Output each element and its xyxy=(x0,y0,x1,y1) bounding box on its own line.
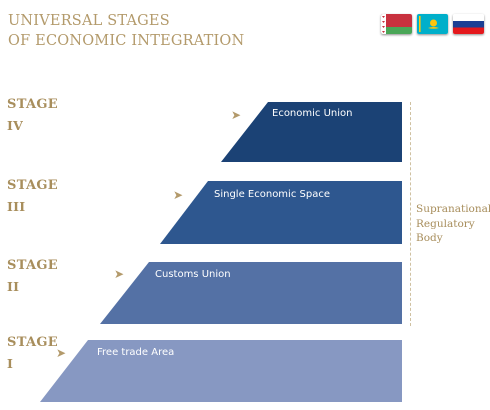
supranational-line-2: Regulatory xyxy=(416,217,475,230)
stage-4-label: STAGE IV xyxy=(7,94,58,136)
stage-1-word: STAGE xyxy=(7,335,58,350)
stage-4-word: STAGE xyxy=(7,97,58,112)
stage-2-label: STAGE II xyxy=(7,255,58,297)
supranational-line-3: Body xyxy=(416,232,443,244)
stage-3-band-label: Single Economic Space xyxy=(214,189,330,200)
diagram-title: UNIVERSAL STAGES OF ECONOMIC INTEGRATION xyxy=(8,11,244,51)
flag-group xyxy=(381,14,484,34)
title-line-2: OF ECONOMIC INTEGRATION xyxy=(8,33,245,49)
stage-1-arrow-icon: ➤ xyxy=(56,346,67,360)
stage-3-band-shape xyxy=(160,181,402,244)
stage-2-arrow-icon: ➤ xyxy=(114,267,125,281)
stage-4-arrow-icon: ➤ xyxy=(231,108,242,122)
stage-3-label: STAGE III xyxy=(7,175,58,217)
stage-1-band-label: Free trade Area xyxy=(97,347,175,358)
stage-3-word: STAGE xyxy=(7,178,58,193)
stage-3-numeral: III xyxy=(7,199,26,214)
belarus-flag-icon xyxy=(381,14,412,34)
kazakhstan-flag-icon xyxy=(417,14,448,34)
stage-1-numeral: I xyxy=(7,356,14,371)
supranational-label: Supranational Regulatory Body xyxy=(416,202,490,246)
stage-4-band-shape xyxy=(221,102,402,162)
stage-2-numeral: II xyxy=(7,279,20,294)
stage-4-numeral: IV xyxy=(7,118,24,133)
supranational-line-1: Supranational xyxy=(416,203,490,215)
stage-1-band-shape xyxy=(40,340,402,402)
stage-2-band-shape xyxy=(100,262,402,324)
stage-4-band-label: Economic Union xyxy=(272,108,353,119)
stage-1-label: STAGE I xyxy=(7,332,58,374)
stage-3-arrow-icon: ➤ xyxy=(173,188,184,202)
stage-2-band-label: Customs Union xyxy=(155,269,231,280)
stage-2-word: STAGE xyxy=(7,258,58,273)
title-line-1: UNIVERSAL STAGES xyxy=(8,13,170,29)
supranational-bracket xyxy=(404,102,411,326)
russia-flag-icon xyxy=(453,14,484,34)
